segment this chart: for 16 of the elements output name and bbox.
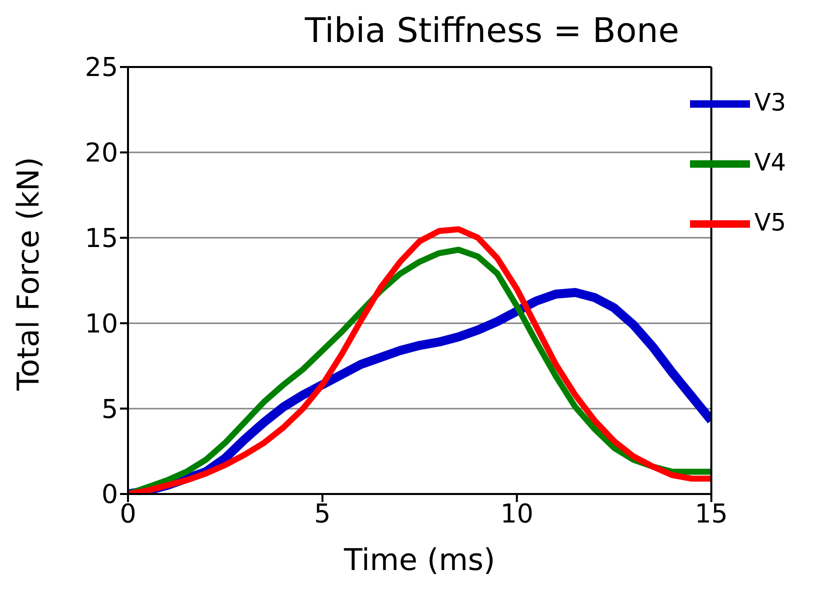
legend-label: V4 xyxy=(754,148,786,177)
x-axis-title: Time (ms) xyxy=(343,543,496,578)
chart-title: Tibia Stiffness = Bone xyxy=(304,10,680,53)
x-tick-label: 15 xyxy=(694,499,728,530)
y-tick-label: 25 xyxy=(84,53,118,84)
y-tick-label: 10 xyxy=(84,309,118,340)
y-tick-label: 5 xyxy=(101,394,118,425)
x-tick-label: 0 xyxy=(120,499,136,530)
legend-label: V5 xyxy=(754,208,786,237)
y-axis-title: Total Force (kN) xyxy=(12,156,47,392)
x-tick-label: 10 xyxy=(500,499,534,530)
y-tick-label: 20 xyxy=(84,138,118,169)
x-tick-label: 5 xyxy=(314,499,331,530)
y-tick-label: 15 xyxy=(84,224,118,254)
legend-label: V3 xyxy=(754,88,786,117)
y-tick-label: 0 xyxy=(101,480,118,510)
